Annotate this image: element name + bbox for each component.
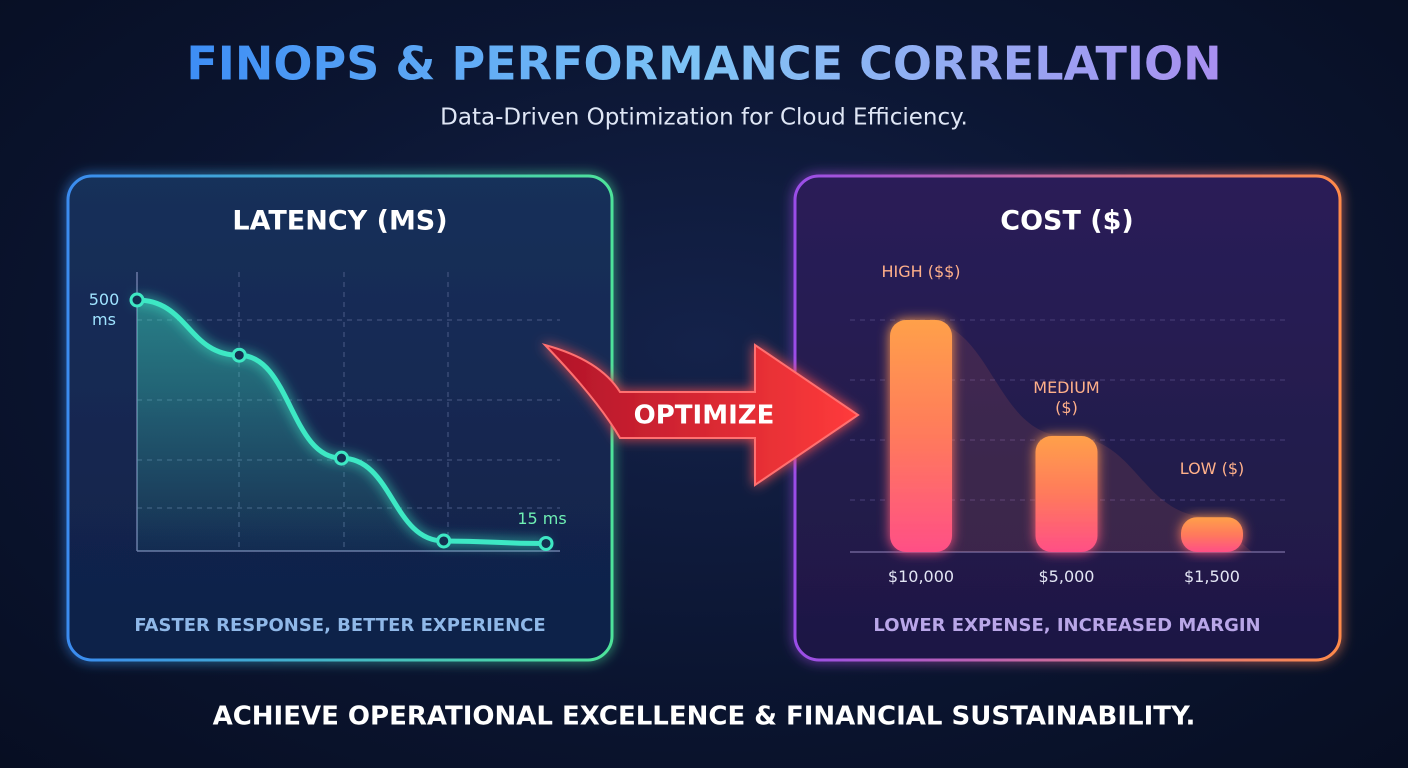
latency-point — [538, 535, 554, 551]
arrow-label: OPTIMIZE — [634, 401, 775, 431]
latency-area — [137, 300, 546, 551]
cost-panel — [793, 174, 1342, 662]
latency-point — [334, 450, 349, 466]
value-label: 15 ms — [517, 509, 567, 529]
cost-trend-area — [921, 320, 1252, 552]
chart-caption: FASTER RESPONSE, BETTER EXPERIENCE — [134, 615, 545, 636]
chart-caption: LOWER EXPENSE, INCREASED MARGIN — [873, 615, 1260, 636]
subtitle: Data-Driven Optimization for Cloud Effic… — [440, 105, 968, 131]
title: FINOPS & PERFORMANCE CORRELATION — [186, 37, 1221, 91]
latency-point — [231, 347, 247, 363]
value-label: 500 ms — [88, 290, 120, 329]
value-label: $1,500 — [1184, 567, 1240, 586]
latency-point — [436, 533, 452, 549]
value-label: $5,000 — [1038, 567, 1095, 586]
cost-bar — [1035, 436, 1098, 552]
latency-point — [129, 292, 145, 308]
chart-title: COST ($) — [1000, 206, 1134, 237]
optimize-arrow — [541, 343, 860, 487]
category-label: HIGH ($$) — [881, 262, 961, 281]
category-label: MEDIUM ($) — [1033, 378, 1100, 417]
cost-bar — [890, 320, 952, 552]
category-label: LOW ($) — [1179, 459, 1245, 479]
cost-bar — [1181, 517, 1243, 552]
footer: ACHIEVE OPERATIONAL EXCELLENCE & FINANCI… — [213, 702, 1196, 732]
chart-title: LATENCY (MS) — [232, 206, 447, 237]
value-label: $10,000 — [887, 567, 955, 586]
